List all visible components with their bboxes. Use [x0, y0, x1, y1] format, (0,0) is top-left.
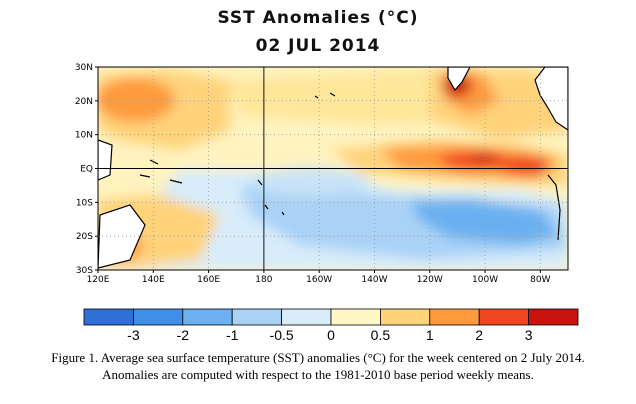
- y-tick-label: 30N: [75, 63, 93, 73]
- y-tick-label: 10N: [75, 131, 93, 141]
- colorbar-label: -2: [177, 327, 190, 343]
- x-tick-label: 80W: [530, 275, 550, 285]
- reference-lines: [98, 67, 568, 270]
- figure-caption-line-1: Figure 1. Average sea surface temperatur…: [51, 350, 585, 365]
- anomaly-field: [98, 67, 568, 270]
- y-tick-label: 30S: [76, 266, 93, 276]
- chart-title: SST Anomalies (°C): [217, 8, 419, 28]
- colorbar-swatch: [330, 308, 381, 326]
- colorbar-label: -0.5: [270, 327, 294, 343]
- y-tick-label: 20N: [75, 97, 93, 107]
- x-tick-label: 140E: [142, 275, 165, 285]
- chart-subtitle: 02 JUL 2014: [255, 36, 381, 56]
- x-tick-label: 180: [255, 275, 272, 285]
- colorbar-label: -3: [127, 327, 140, 343]
- x-tick-label: 100W: [472, 275, 498, 285]
- colorbar-swatch: [429, 308, 480, 326]
- colorbar-swatch: [528, 308, 579, 326]
- x-tick-label: 140W: [361, 275, 387, 285]
- colorbar-swatch: [281, 308, 332, 326]
- figure-caption-line-2: Anomalies are computed with respect to t…: [102, 367, 534, 382]
- colorbar-swatch: [132, 308, 184, 326]
- colorbar: -3 -2 -1 -0.5 0 0.5 1 2 3: [83, 308, 579, 343]
- colorbar-swatch: [182, 308, 233, 326]
- colorbar-swatch: [379, 308, 431, 326]
- y-tick-label: EQ: [80, 165, 93, 175]
- colorbar-label: 3: [525, 327, 533, 343]
- x-axis-ticks: 120E 140E 160E 180 160W 140W 120W 100W 80W: [87, 270, 551, 285]
- y-tick-label: 20S: [76, 232, 93, 242]
- y-tick-label: 10S: [76, 198, 93, 208]
- x-tick-label: 160E: [197, 275, 220, 285]
- colorbar-label: 2: [475, 327, 483, 343]
- colorbar-label: 0.5: [371, 327, 391, 343]
- x-tick-label: 160W: [306, 275, 332, 285]
- land-masks: [98, 67, 568, 269]
- y-axis-ticks: 30N 20N 10N EQ 10S 20S 30S: [75, 63, 98, 276]
- colorbar-swatch: [231, 308, 282, 326]
- x-tick-label: 120W: [417, 275, 443, 285]
- colorbar-label: 0: [327, 327, 335, 343]
- colorbar-label: 1: [426, 327, 434, 343]
- colorbar-swatch: [83, 308, 134, 326]
- colorbar-swatch: [478, 308, 530, 326]
- colorbar-label: -1: [226, 327, 239, 343]
- x-tick-label: 120E: [87, 275, 110, 285]
